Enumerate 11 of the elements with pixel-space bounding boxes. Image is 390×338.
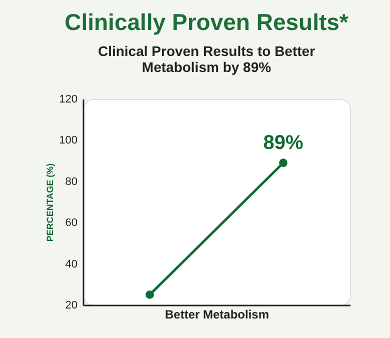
y-tick-label: 120 (59, 94, 78, 106)
y-tick-label: 80 (65, 176, 78, 188)
y-tick-label: 60 (65, 217, 78, 230)
chart-title: Clinically Proven Results* (64, 9, 348, 35)
x-axis-title: Better Metabolism (164, 308, 270, 322)
chart-subtitle: Clinical Proven Results to Better Metabolism by 89% (98, 43, 316, 75)
y-tick-label: 20 (65, 300, 78, 312)
y-tick-label: 40 (65, 258, 78, 270)
y-tick-label: 100 (59, 134, 78, 147)
annotation: 89% (263, 132, 304, 154)
y-axis-title: PERCENTAGE (%) (45, 163, 56, 242)
